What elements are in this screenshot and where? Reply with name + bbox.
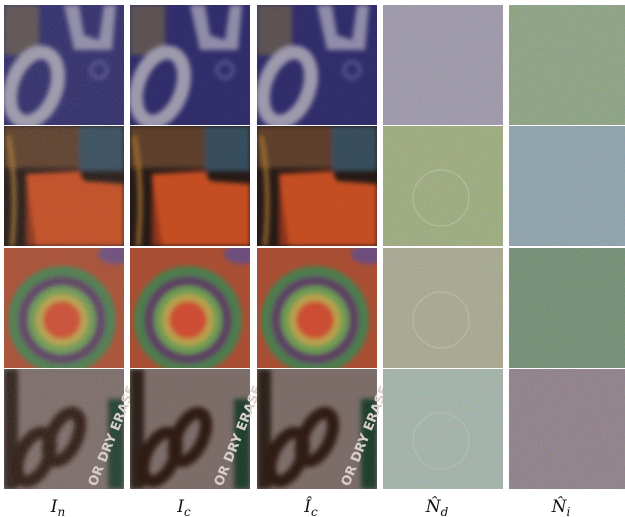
patch-noise [257,5,377,125]
image-patch [383,248,503,368]
label-symbol: N̂ [551,497,568,517]
image-patch [257,126,377,246]
patch-noise [509,248,625,368]
image-patch [1,5,124,128]
image-patch [127,5,250,128]
column-label: Ic [176,497,191,517]
patch-noise [257,248,377,368]
label-subscript: c [184,505,191,517]
patch-noise [383,126,503,246]
patch-noise [257,126,377,246]
column-label: N̂d [425,497,449,517]
patch-noise [130,5,250,125]
label-subscript: i [567,505,571,517]
patch-noise [509,126,625,246]
patch-noise [4,5,124,125]
patch-noise [4,126,124,246]
figure: OR DRY ERASEOR DRY ERASEOR DRY ERASE InI… [0,0,625,517]
label-subscript: c [311,505,318,517]
image-patch [130,126,250,246]
patch-noise [257,369,377,489]
image-patch [130,244,260,374]
image-patch [383,126,503,246]
image-patch [509,5,625,125]
patch-noise [130,369,250,489]
patch-noise [130,126,250,246]
patch-noise [383,248,503,368]
label-symbol: N̂ [425,497,442,517]
column-label: N̂i [551,497,571,517]
image-patch [4,244,134,374]
image-patch [509,126,625,246]
patch-noise [383,369,503,489]
image-patch [383,5,503,125]
image-patch [509,248,625,368]
image-patch [254,5,377,128]
image-patch: OR DRY ERASE [257,369,393,489]
column-label: In [50,497,65,517]
image-patch [383,369,503,489]
patch-noise [130,248,250,368]
image-patch [4,126,124,246]
image-patch [509,369,625,489]
patch-noise [509,5,625,125]
column-label: Îc [303,496,318,517]
label-subscript: n [57,505,65,517]
label-subscript: d [441,505,449,517]
patch-noise [383,5,503,125]
image-patch [257,244,387,374]
patch-noise [4,369,124,489]
image-patch: OR DRY ERASE [130,369,266,489]
image-patch: OR DRY ERASE [4,369,140,489]
patch-noise [509,369,625,489]
patch-noise [4,248,124,368]
